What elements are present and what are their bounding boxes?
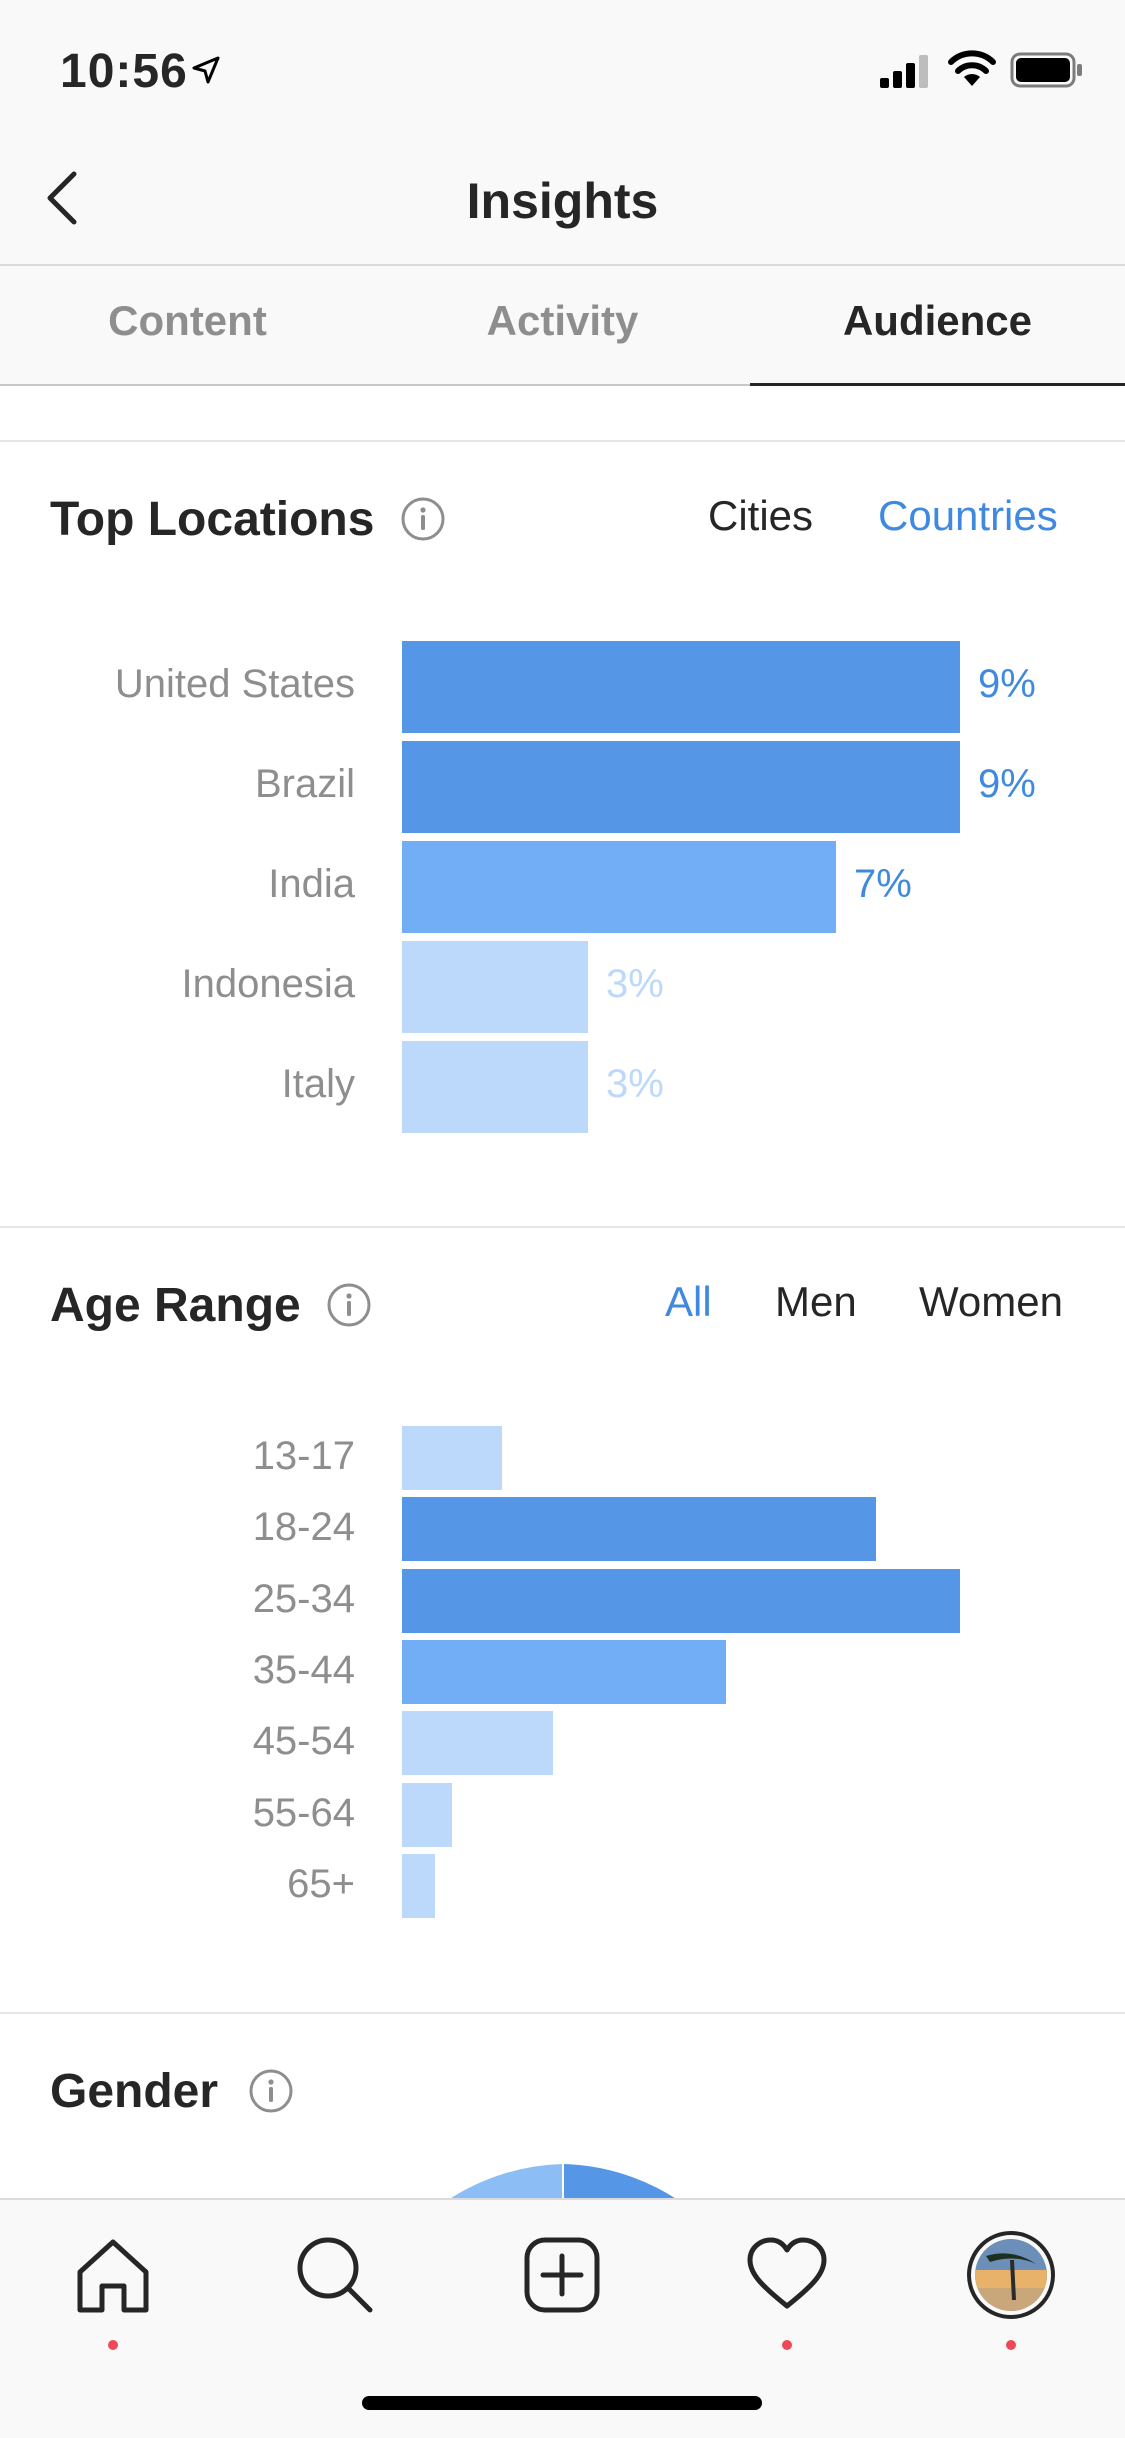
age-label: 18-24: [252, 1505, 355, 1549]
home-indicator: [362, 2396, 762, 2410]
location-value: 9%: [978, 662, 1036, 706]
location-value: 3%: [606, 962, 664, 1006]
wifi-icon: [948, 50, 996, 86]
age-label: 25-34: [252, 1577, 355, 1621]
section-divider: [0, 440, 1125, 442]
info-icon[interactable]: [326, 1282, 372, 1328]
age-range-title: Age Range: [50, 1279, 301, 1332]
home-icon: [77, 2239, 149, 2313]
back-button[interactable]: [36, 162, 96, 232]
location-label: Italy: [281, 1062, 355, 1106]
tab-content[interactable]: Content: [108, 297, 267, 344]
age-label: 13-17: [252, 1434, 355, 1478]
tab-activity[interactable]: Activity: [486, 297, 639, 344]
cities-toggle[interactable]: Cities: [708, 492, 814, 539]
age-label: 55-64: [252, 1791, 355, 1835]
status-bar: 10:56: [0, 0, 1125, 132]
age-bar: [402, 1711, 553, 1775]
location-bar: [402, 841, 836, 933]
chevron-left-icon: [47, 171, 77, 225]
countries-toggle[interactable]: Countries: [878, 492, 1058, 539]
info-icon[interactable]: [248, 2068, 294, 2114]
notification-dot: [108, 2340, 118, 2350]
search-icon: [297, 2237, 373, 2313]
new-post-tab[interactable]: [517, 2230, 607, 2320]
battery-icon: [1010, 52, 1082, 88]
age-bar: [402, 1426, 502, 1490]
home-tab[interactable]: [68, 2230, 158, 2320]
add-post-icon: [524, 2237, 600, 2313]
tab-audience[interactable]: Audience: [750, 266, 1125, 386]
men-toggle[interactable]: Men: [775, 1278, 857, 1325]
age-bar: [402, 1569, 960, 1633]
section-divider: [0, 2012, 1125, 2014]
activity-tab[interactable]: [742, 2230, 832, 2320]
location-value: 7%: [854, 862, 912, 906]
age-label: 35-44: [252, 1648, 355, 1692]
location-label: India: [268, 862, 355, 906]
insights-tabs: Content Activity Audience: [0, 266, 1125, 386]
age-bar: [402, 1854, 435, 1918]
location-bar: [402, 941, 588, 1033]
notification-dot: [1006, 2340, 1016, 2350]
location-bar: [402, 641, 960, 733]
location-label: United States: [114, 662, 355, 706]
location-arrow-icon: [192, 56, 220, 84]
age-bar: [402, 1497, 876, 1561]
age-label: 65+: [287, 1862, 355, 1906]
all-toggle[interactable]: All: [665, 1278, 712, 1325]
gender-slice: [564, 2164, 678, 2200]
page-title: Insights: [466, 173, 659, 229]
gender-title: Gender: [50, 2065, 219, 2118]
search-tab[interactable]: [290, 2230, 380, 2320]
location-bar: [402, 741, 960, 833]
cellular-signal-icon: [880, 55, 928, 88]
top-locations-title: Top Locations: [50, 493, 375, 546]
heart-icon: [747, 2237, 827, 2309]
profile-avatar: [967, 2231, 1055, 2319]
gender-pie-chart: [448, 2164, 678, 2200]
age-label: 45-54: [252, 1719, 355, 1763]
location-bar: [402, 1041, 588, 1133]
women-toggle[interactable]: Women: [919, 1278, 1063, 1325]
info-icon[interactable]: [400, 496, 446, 542]
navigation-bar: Insights: [0, 132, 1125, 266]
section-divider: [0, 1226, 1125, 1228]
location-label: Brazil: [254, 762, 355, 806]
profile-tab[interactable]: [966, 2230, 1056, 2320]
status-time: 10:56: [60, 45, 188, 98]
gender-slice: [448, 2164, 562, 2200]
notification-dot: [782, 2340, 792, 2350]
age-bar: [402, 1783, 452, 1847]
location-label: Indonesia: [181, 962, 355, 1006]
location-value: 9%: [978, 762, 1036, 806]
age-bar: [402, 1640, 726, 1704]
location-value: 3%: [606, 1062, 664, 1106]
